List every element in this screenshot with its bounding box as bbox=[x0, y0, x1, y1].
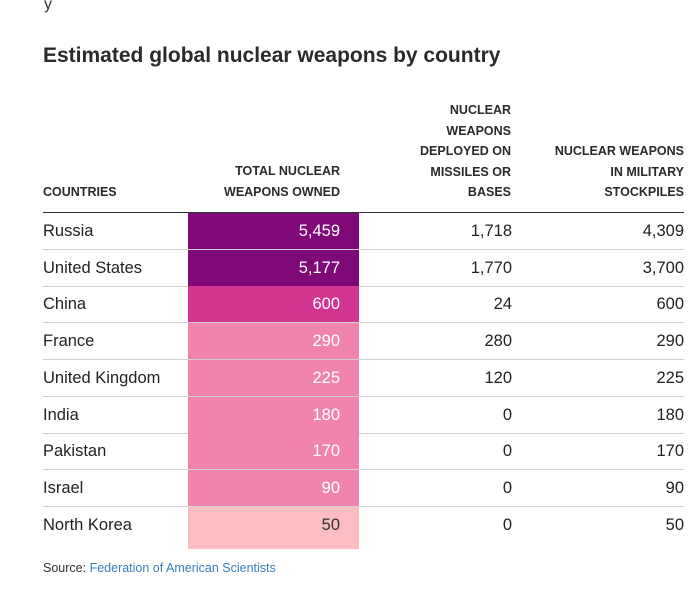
total-owned-cell: 90 bbox=[188, 469, 359, 507]
row-divider bbox=[43, 285, 684, 287]
deployed-cell: 280 bbox=[484, 332, 512, 351]
row-divider bbox=[43, 432, 684, 434]
table-row: United States 5,177 1,770 3,700 bbox=[43, 249, 684, 287]
header-deployed: NUCLEAR WEAPONS DEPLOYED ON MISSILES OR … bbox=[420, 103, 511, 199]
country-name: China bbox=[43, 295, 87, 314]
total-owned-cell: 5,459 bbox=[188, 213, 359, 250]
country-name: United States bbox=[43, 258, 143, 277]
total-owned-cell: 290 bbox=[188, 323, 359, 361]
country-name: Pakistan bbox=[43, 442, 107, 461]
country-name: United Kingdom bbox=[43, 368, 161, 387]
row-divider bbox=[43, 395, 684, 397]
stockpiles-cell: 290 bbox=[656, 332, 684, 351]
country-name: Russia bbox=[43, 222, 94, 240]
stockpiles-cell: 4,309 bbox=[642, 222, 684, 240]
deployed-cell: 1,770 bbox=[470, 258, 512, 277]
source-note: Source: Federation of American Scientist… bbox=[43, 561, 276, 575]
table-row: Israel 90 0 90 bbox=[43, 469, 684, 507]
row-divider bbox=[43, 249, 684, 250]
table-row: United Kingdom 225 120 225 bbox=[43, 359, 684, 397]
header-countries: COUNTRIES bbox=[43, 185, 117, 199]
total-owned-cell: 50 bbox=[188, 506, 359, 549]
table-row: Russia 5,459 1,718 4,309 bbox=[43, 213, 684, 250]
stockpiles-cell: 50 bbox=[665, 515, 684, 534]
stockpiles-cell: 3,700 bbox=[642, 258, 684, 277]
table-row: Pakistan 170 0 170 bbox=[43, 433, 684, 471]
deployed-cell: 0 bbox=[502, 515, 512, 534]
source-label: Source: bbox=[43, 561, 87, 575]
country-name: North Korea bbox=[43, 515, 132, 534]
row-divider bbox=[43, 469, 684, 471]
row-divider bbox=[43, 359, 684, 361]
table-row: France 290 280 290 bbox=[43, 323, 684, 361]
deployed-cell: 0 bbox=[502, 405, 512, 424]
header-stockpiles: NUCLEAR WEAPONS IN MILITARY STOCKPILES bbox=[554, 144, 684, 199]
table-row: India 180 0 180 bbox=[43, 396, 684, 434]
total-owned-cell: 225 bbox=[188, 359, 359, 397]
stockpiles-cell: 180 bbox=[656, 405, 684, 424]
deployed-cell: 0 bbox=[502, 442, 512, 461]
country-name: Israel bbox=[43, 478, 84, 497]
row-divider bbox=[43, 322, 684, 324]
table-row: China 600 24 600 bbox=[43, 286, 684, 324]
source-link[interactable]: Federation of American Scientists bbox=[89, 561, 276, 575]
stockpiles-cell: 170 bbox=[656, 442, 684, 461]
deployed-cell: 0 bbox=[502, 478, 512, 497]
deployed-cell: 120 bbox=[484, 368, 512, 387]
chart-title: Estimated global nuclear weapons by coun… bbox=[43, 44, 501, 67]
country-name: India bbox=[43, 405, 79, 424]
country-name: France bbox=[43, 332, 95, 351]
total-owned-cell: 600 bbox=[188, 286, 359, 324]
stockpiles-cell: 225 bbox=[656, 368, 684, 387]
stockpiles-cell: 600 bbox=[656, 295, 684, 314]
total-owned-cell: 5,177 bbox=[188, 249, 359, 287]
header-rule bbox=[43, 212, 684, 213]
total-owned-cell: 180 bbox=[188, 396, 359, 434]
row-divider bbox=[43, 505, 684, 507]
cropped-text-fragment: y bbox=[44, 0, 52, 13]
table-row: North Korea 50 0 50 bbox=[43, 506, 684, 549]
deployed-cell: 24 bbox=[493, 295, 512, 314]
stockpiles-cell: 90 bbox=[665, 478, 684, 497]
header-total-owned: TOTAL NUCLEAR WEAPONS OWNED bbox=[224, 164, 340, 199]
deployed-cell: 1,718 bbox=[470, 222, 512, 240]
total-owned-cell: 170 bbox=[188, 433, 359, 471]
